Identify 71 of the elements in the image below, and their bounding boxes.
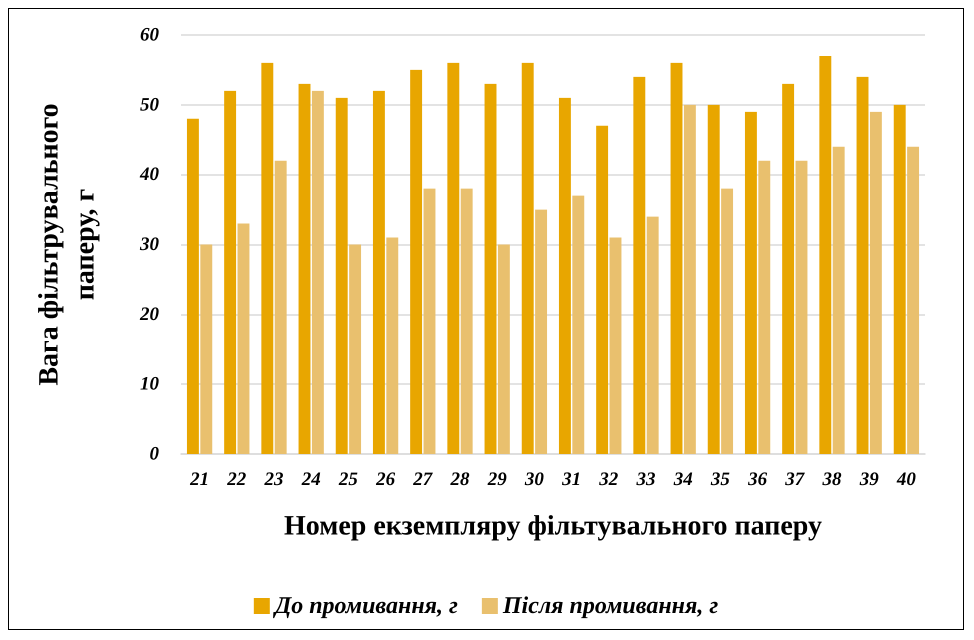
bar bbox=[796, 160, 808, 454]
x-tick-label: 40 bbox=[896, 469, 916, 490]
bar bbox=[610, 238, 622, 454]
bar bbox=[498, 244, 510, 454]
bar bbox=[274, 160, 287, 454]
bar bbox=[907, 146, 920, 454]
bar bbox=[386, 238, 398, 454]
bar bbox=[894, 104, 906, 454]
x-tick-label: 38 bbox=[822, 469, 842, 490]
bar bbox=[261, 62, 274, 454]
bar bbox=[410, 70, 422, 454]
bar bbox=[670, 62, 682, 454]
bar bbox=[349, 244, 362, 454]
bar bbox=[312, 90, 324, 454]
bar bbox=[819, 56, 832, 454]
x-tick-label: 33 bbox=[636, 469, 656, 490]
bar bbox=[646, 216, 659, 454]
x-tick-label: 29 bbox=[486, 469, 508, 490]
y-tick-label: 50 bbox=[140, 94, 160, 116]
bar bbox=[522, 62, 534, 454]
bar bbox=[424, 188, 436, 454]
bar bbox=[782, 84, 794, 454]
bar bbox=[856, 76, 868, 454]
y-axis-title: Вага фільтрувального паперу, г bbox=[34, 103, 100, 386]
y-tick-label: 0 bbox=[150, 444, 160, 464]
x-tick-label: 30 bbox=[524, 469, 544, 490]
y-tick-label: 30 bbox=[139, 234, 160, 255]
y-tick-label: 60 bbox=[140, 24, 160, 46]
bar bbox=[460, 188, 473, 454]
x-tick-label: 37 bbox=[784, 469, 806, 490]
x-tick-label: 28 bbox=[450, 469, 470, 490]
bar bbox=[447, 62, 460, 454]
bar bbox=[558, 98, 571, 454]
bar bbox=[870, 112, 882, 454]
x-tick-label: 23 bbox=[264, 469, 284, 490]
bar bbox=[535, 210, 548, 454]
bar bbox=[721, 188, 734, 454]
x-tick-label: 26 bbox=[375, 469, 396, 490]
x-tick-label: 35 bbox=[710, 469, 730, 490]
bar bbox=[572, 196, 584, 454]
x-tick-label: 21 bbox=[189, 469, 210, 490]
bar bbox=[758, 160, 770, 454]
x-tick-label: 36 bbox=[747, 469, 768, 490]
bar bbox=[708, 104, 720, 454]
x-tick-label: 32 bbox=[598, 469, 619, 490]
bar bbox=[238, 224, 250, 454]
x-tick-label: 27 bbox=[412, 469, 434, 490]
x-tick-label: 34 bbox=[672, 469, 693, 490]
bar bbox=[596, 126, 608, 454]
bar bbox=[224, 90, 236, 454]
x-tick-label: 25 bbox=[338, 469, 358, 490]
bar bbox=[200, 244, 212, 454]
bar bbox=[684, 104, 696, 454]
bar bbox=[633, 76, 646, 454]
x-tick-label: 39 bbox=[858, 469, 880, 490]
bar bbox=[298, 84, 310, 454]
legend-label: Після промивання, г bbox=[502, 593, 718, 619]
y-tick-label: 40 bbox=[139, 164, 160, 186]
bar bbox=[336, 98, 348, 454]
x-axis-title: Номер екземпляру фільтувального паперу bbox=[284, 510, 822, 542]
x-tick-label: 22 bbox=[226, 469, 247, 490]
legend-label: До промивання, г bbox=[272, 593, 458, 619]
x-tick-label: 24 bbox=[300, 469, 321, 490]
y-tick-label: 10 bbox=[140, 374, 160, 395]
y-tick-label: 20 bbox=[139, 304, 160, 325]
x-tick-label: 31 bbox=[561, 469, 582, 490]
bar bbox=[484, 84, 496, 454]
bar bbox=[372, 90, 385, 454]
bar bbox=[832, 146, 845, 454]
bar bbox=[186, 118, 199, 454]
bar bbox=[744, 112, 757, 454]
